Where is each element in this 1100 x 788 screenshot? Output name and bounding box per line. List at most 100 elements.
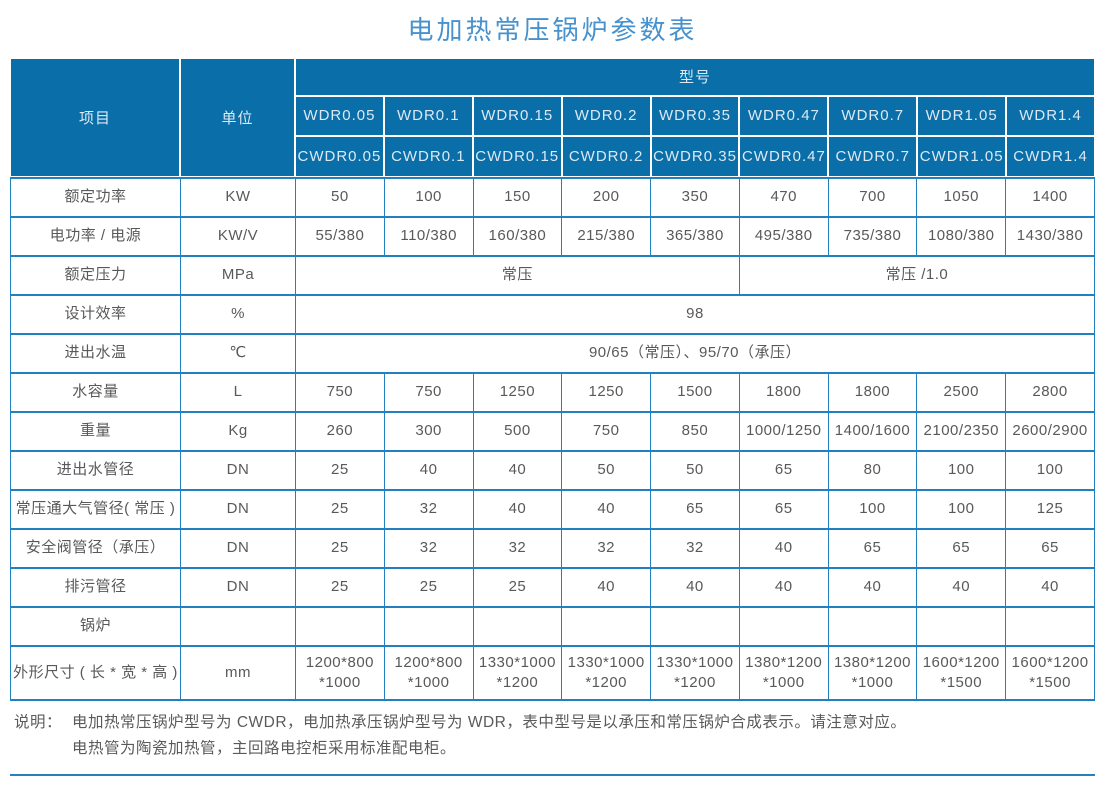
row-value: 1600*1200 *1500 xyxy=(1005,644,1095,701)
row-value: 常压 xyxy=(295,254,740,296)
model-cwdr-cell: CWDR0.35 xyxy=(650,135,740,177)
row-value: 1000/1250 xyxy=(738,410,829,452)
row-value: 1400/1600 xyxy=(827,410,918,452)
row-value: 470 xyxy=(738,176,829,218)
row-value: 65 xyxy=(827,527,918,569)
row-unit: ℃ xyxy=(180,332,296,374)
row-value: 1250 xyxy=(561,371,652,413)
row-value: 1200*800 *1000 xyxy=(295,644,385,701)
row-value: 735/380 xyxy=(827,215,918,257)
row-value: 65 xyxy=(916,527,1007,569)
row-unit: KW xyxy=(180,176,296,218)
row-label: 设计效率 xyxy=(10,293,181,335)
row-value: 2600/2900 xyxy=(1005,410,1095,452)
row-value: 2500 xyxy=(916,371,1007,413)
row-value: 1600*1200 *1500 xyxy=(916,644,1007,701)
row-unit: mm xyxy=(180,644,296,701)
row-value xyxy=(561,605,652,647)
row-value: 32 xyxy=(561,527,652,569)
row-value: 350 xyxy=(650,176,740,218)
row-value: 98 xyxy=(295,293,1095,335)
row-value: 2800 xyxy=(1005,371,1095,413)
model-cwdr-cell: CWDR0.15 xyxy=(472,135,562,177)
notes-lines: 电加热常压锅炉型号为 CWDR，电加热承压锅炉型号为 WDR，表中型号是以承压和… xyxy=(72,710,906,763)
row-value: 40 xyxy=(472,488,563,530)
row-value xyxy=(472,605,563,647)
parameter-table: 额定功率 KW 50 100 150 200 350 470 700 1050 1400 电功率 / … xyxy=(10,176,1096,701)
row-value: 850 xyxy=(650,410,740,452)
row-label: 水容量 xyxy=(10,371,181,413)
row-label: 电功率 / 电源 xyxy=(10,215,181,257)
table-row: 进出水温 ℃ 90/65（常压）、95/70（承压） xyxy=(10,332,1095,374)
row-value: 1500 xyxy=(650,371,740,413)
row-label: 额定功率 xyxy=(10,176,181,218)
row-label: 排污管径 xyxy=(10,566,181,608)
model-wdr-cell: WDR0.1 xyxy=(383,95,473,136)
row-unit: DN xyxy=(180,527,296,569)
row-value: 1380*1200 *1000 xyxy=(827,644,918,701)
row-value: 25 xyxy=(472,566,563,608)
row-value: 260 xyxy=(295,410,385,452)
row-value: 1400 xyxy=(1005,176,1095,218)
notes-line: 电热管为陶瓷加热管，主回路电控柜采用标准配电柜。 xyxy=(72,739,457,757)
header-model-group-cell: 型号 xyxy=(295,57,1095,96)
table-row: 额定功率 KW 50 100 150 200 350 470 700 1050 1400 xyxy=(10,176,1095,218)
table-row: 重量 Kg 260 300 500 750 850 1000/1250 1400/1600 210… xyxy=(10,410,1095,452)
row-value: 50 xyxy=(295,176,385,218)
model-wdr-cell: WDR0.47 xyxy=(739,95,829,136)
row-unit: MPa xyxy=(180,254,296,296)
row-value: 200 xyxy=(561,176,652,218)
table-row: 安全阀管径（承压） DN 25 32 32 32 32 40 65 65 65 xyxy=(10,527,1095,569)
row-value: 25 xyxy=(295,449,385,491)
row-value: 40 xyxy=(561,488,652,530)
row-value: 100 xyxy=(916,488,1007,530)
row-value: 40 xyxy=(738,527,829,569)
row-value: 750 xyxy=(561,410,652,452)
row-value: 55/380 xyxy=(295,215,385,257)
row-value: 65 xyxy=(738,449,829,491)
table-row: 额定压力 MPa 常压 常压 /1.0 xyxy=(10,254,1096,296)
page-title: 电加热常压锅炉参数表 xyxy=(407,15,698,45)
row-value: 40 xyxy=(738,566,829,608)
table-row: 进出水管径 DN 25 40 40 50 50 65 80 100 100 xyxy=(10,449,1095,491)
row-value: 100 xyxy=(383,176,474,218)
row-value: 1800 xyxy=(827,371,918,413)
row-label: 锅炉 xyxy=(10,605,181,647)
table-body: 额定功率 KW 50 100 150 200 350 470 700 1050 1400 电功率 / … xyxy=(10,176,1096,701)
row-value: 700 xyxy=(827,176,918,218)
row-value: 常压 /1.0 xyxy=(738,254,1096,296)
row-value: 1330*1000 *1200 xyxy=(472,644,563,701)
model-cwdr-cell: CWDR0.7 xyxy=(828,135,918,177)
row-value: 1250 xyxy=(472,371,563,413)
row-value: 1380*1200 *1000 xyxy=(738,644,829,701)
model-wdr-cell: WDR0.7 xyxy=(828,95,918,136)
row-value: 1330*1000 *1200 xyxy=(650,644,740,701)
row-unit xyxy=(180,605,296,647)
row-value: 1200*800 *1000 xyxy=(383,644,474,701)
row-value xyxy=(650,605,740,647)
notes-line: 电加热常压锅炉型号为 CWDR，电加热承压锅炉型号为 WDR，表中型号是以承压和… xyxy=(72,713,907,731)
row-value: 50 xyxy=(650,449,740,491)
row-label: 外形尺寸 ( 长 * 宽 * 高 ) xyxy=(10,644,181,701)
row-unit: % xyxy=(180,293,296,335)
model-wdr-cell: WDR1.4 xyxy=(1006,95,1095,136)
row-value: 1050 xyxy=(916,176,1007,218)
row-value: 40 xyxy=(561,566,652,608)
row-value: 40 xyxy=(383,449,474,491)
row-value: 25 xyxy=(295,488,385,530)
parameter-table-header: 项目 单位 型号 WDR0.05 WDR0.1 WDR0.15 WDR0.2 WDR0.… xyxy=(10,57,1095,177)
row-value: 2100/2350 xyxy=(916,410,1007,452)
row-unit: DN xyxy=(180,449,296,491)
row-value: 150 xyxy=(472,176,563,218)
table-row: 外形尺寸 ( 长 * 宽 * 高 ) mm 1200*800 *1000 1200*8… xyxy=(10,644,1095,701)
row-value: 1430/380 xyxy=(1005,215,1095,257)
row-value: 100 xyxy=(1005,449,1095,491)
row-value: 40 xyxy=(650,566,740,608)
row-value: 750 xyxy=(383,371,474,413)
row-value: 25 xyxy=(295,566,385,608)
row-value: 65 xyxy=(650,488,740,530)
row-unit: KW/V xyxy=(180,215,296,257)
row-value: 365/380 xyxy=(650,215,740,257)
row-value: 32 xyxy=(383,527,474,569)
row-value: 110/380 xyxy=(383,215,474,257)
